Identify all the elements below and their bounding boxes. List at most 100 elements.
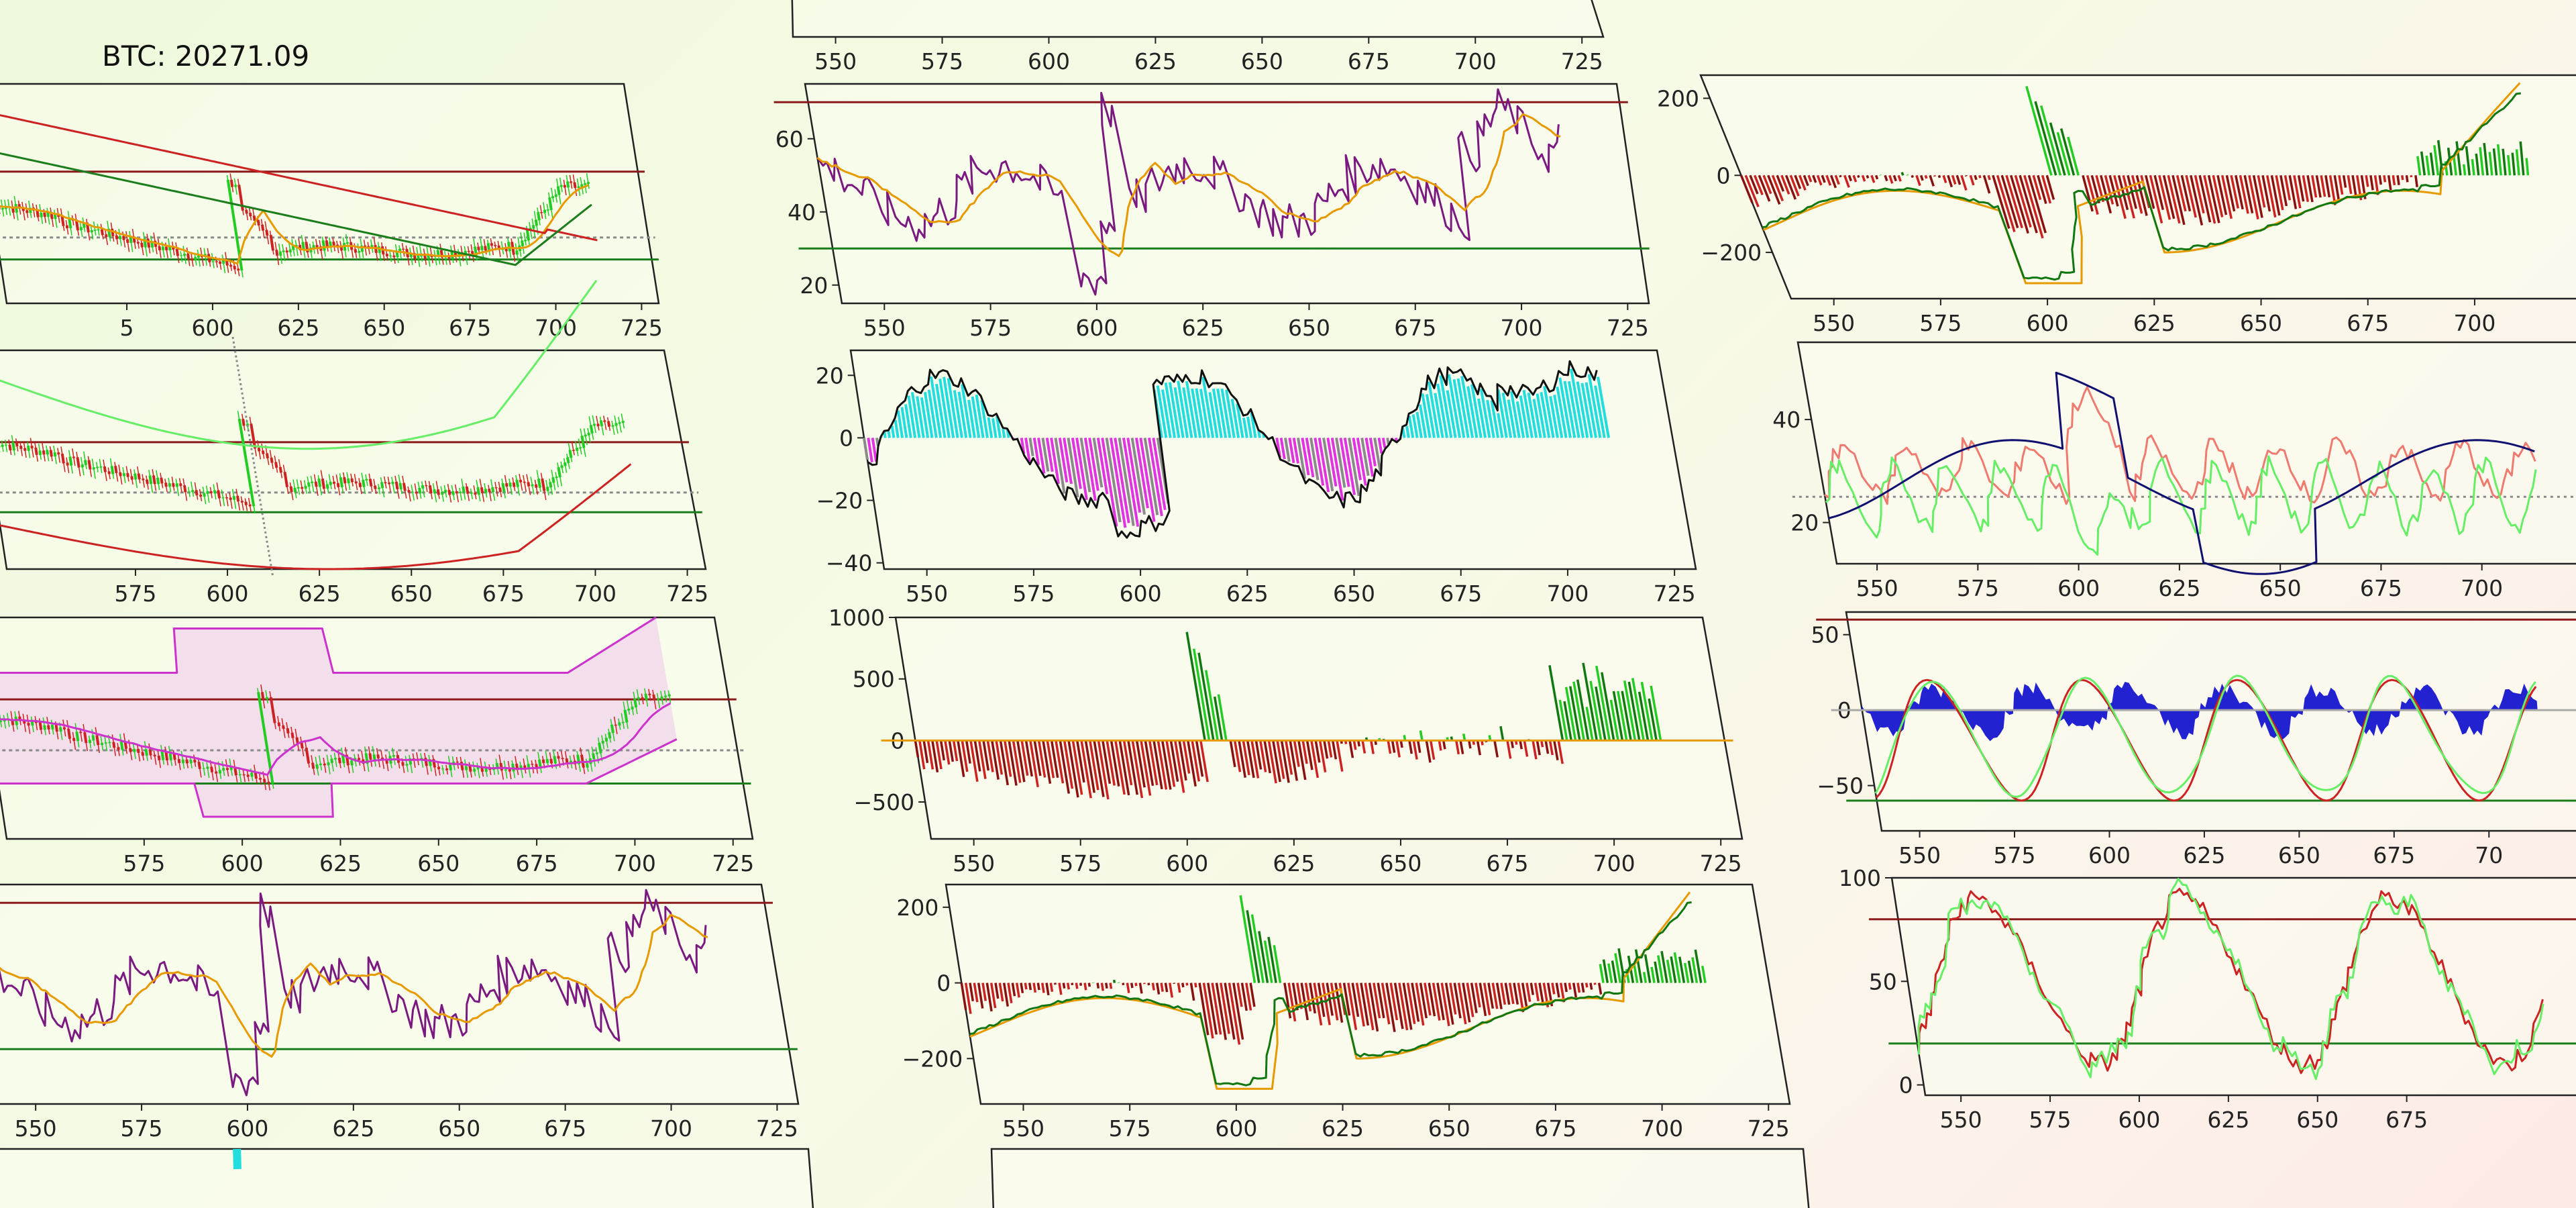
candle-body (126, 472, 129, 477)
x-tick-label: 625 (2207, 1107, 2249, 1133)
x-tick-label: 70 (2475, 842, 2503, 868)
candle-body (580, 436, 586, 448)
macd-bar (1568, 983, 1572, 990)
macd-bar (2496, 144, 2502, 176)
volume-bar (1199, 740, 1209, 783)
candle-wick (0, 199, 5, 217)
macd-bar (1919, 174, 1924, 181)
macd-bar (2135, 174, 2148, 216)
candle-body (269, 697, 276, 723)
volume-bar (1557, 740, 1564, 764)
x-tick-label: 675 (544, 1115, 586, 1142)
volume-bar (1080, 740, 1092, 799)
macd-bar (1861, 174, 1866, 182)
volume-bar (1254, 740, 1263, 770)
volume-bar (1553, 740, 1559, 760)
momentum-bar (927, 389, 938, 438)
candle-body (270, 457, 274, 463)
candle-wick (211, 253, 215, 268)
macd-bar (2328, 174, 2337, 205)
macd-bar (1834, 174, 1840, 185)
macd-bar (1911, 174, 1914, 179)
macd-bar (1020, 983, 1024, 994)
volume-bar (1558, 699, 1568, 741)
candle-wick (180, 251, 183, 262)
volume-bar (991, 740, 1000, 780)
macd-bar (2019, 174, 2038, 234)
candle-body (343, 476, 347, 484)
candle-body (60, 215, 65, 227)
candle-body (501, 483, 506, 493)
candle-body (260, 224, 265, 231)
volume-bar (1627, 681, 1641, 741)
momentum-bar (1576, 381, 1589, 438)
volume-bar (1548, 665, 1564, 741)
x-tick-label: 700 (574, 581, 616, 607)
x-tick-label: 600 (207, 581, 249, 607)
momentum-bar (1434, 393, 1444, 438)
volume-bar (922, 740, 929, 764)
macd-bar (2392, 175, 2396, 186)
candle-body (545, 487, 549, 491)
momentum-bar (920, 397, 930, 438)
x-tick-label: 625 (2133, 310, 2176, 336)
candle-wick (425, 481, 428, 493)
macd-bar (1634, 949, 1643, 983)
stoch-histogram (1861, 682, 2538, 742)
candle-body (604, 738, 608, 742)
ma-slow-line (0, 114, 598, 242)
panel-adx-right: 550 575 600 625 650 675 700 40 20 (1772, 341, 2576, 601)
macd-bar (2396, 175, 2400, 185)
macd-bar (1929, 174, 1935, 187)
macd-bar (2212, 174, 2224, 217)
volume-bar (1412, 740, 1418, 760)
candle-body (76, 457, 80, 468)
y-tick-label: 0 (1717, 162, 1731, 189)
macd-bar (2239, 174, 2249, 214)
candle-wick (490, 238, 494, 256)
momentum-bar (1570, 368, 1585, 438)
momentum-bar (967, 399, 976, 438)
x-tick-label: 650 (363, 315, 405, 341)
macd-bar (1096, 983, 1100, 989)
macd-bar (1691, 957, 1699, 983)
candle-body (541, 478, 546, 491)
candle-body (68, 456, 73, 466)
volume-bar (965, 740, 971, 764)
macd-bar (2032, 174, 2042, 201)
macd-bar (2225, 174, 2236, 212)
macd-bar (2387, 175, 2392, 191)
momentum-bar (887, 431, 892, 438)
candle-body (534, 484, 538, 489)
momentum-bar (1318, 438, 1330, 493)
candle-body (229, 179, 234, 187)
macd-bar (1483, 983, 1491, 1015)
macd-bar (1245, 983, 1252, 1011)
x-tick-label: 575 (1957, 575, 1999, 601)
macd-bar (1974, 174, 1978, 181)
volume-bar (1174, 740, 1185, 793)
candle-wick (229, 493, 233, 509)
volume-bar (1318, 740, 1327, 773)
macd-bar (1816, 174, 1823, 186)
momentum-bar (1597, 376, 1611, 438)
macd-bar (1373, 983, 1381, 1019)
volume-bar (1621, 691, 1632, 741)
envelope-lower (0, 463, 632, 570)
macd-bar (977, 983, 984, 1009)
momentum-bar (1242, 417, 1248, 438)
macd-bar (1780, 174, 1790, 195)
momentum-bar (1436, 383, 1448, 438)
macd-bar (2483, 142, 2489, 176)
macd-bar (1491, 983, 1499, 1009)
macd-bar (1794, 174, 1802, 189)
macd-bar (1776, 174, 1785, 192)
macd-bar (1642, 972, 1648, 983)
candle-wick (99, 458, 103, 474)
candle-body (250, 423, 257, 449)
momentum-bar (1421, 393, 1432, 438)
x-tick-label: 600 (2027, 310, 2069, 336)
macd-bar (989, 983, 997, 1009)
panel-price-overlay-ma: 5 600 625 650 675 700 725 (0, 83, 663, 341)
